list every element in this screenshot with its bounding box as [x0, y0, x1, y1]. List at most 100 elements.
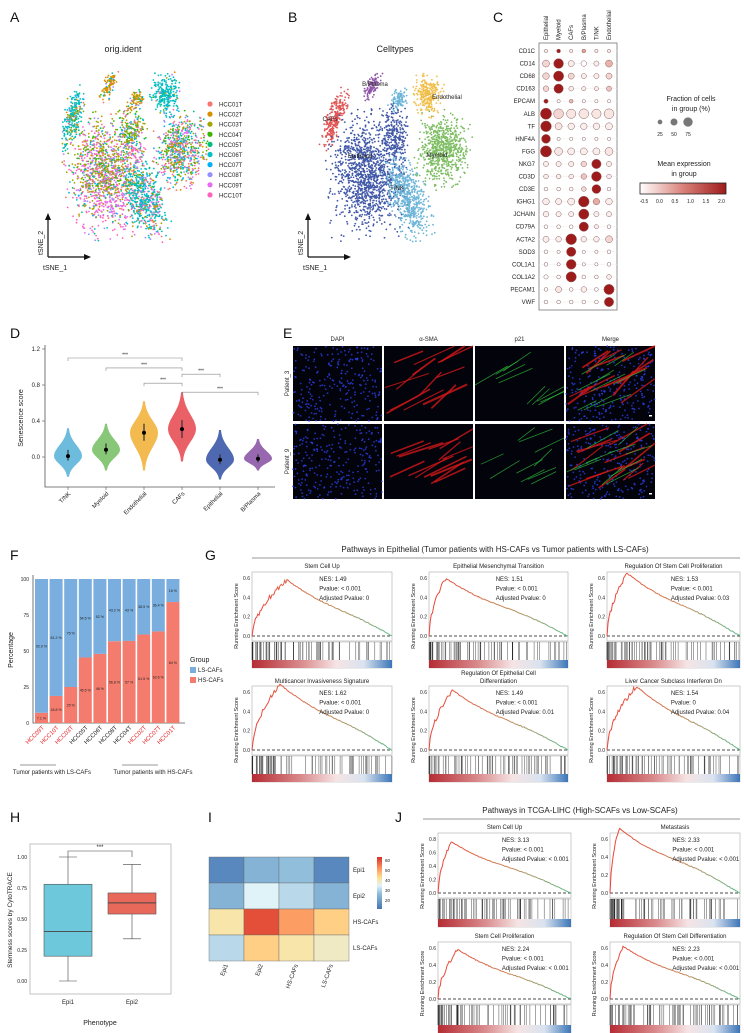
scatter-point: [158, 103, 161, 105]
scatter-point: [160, 230, 163, 233]
scatter-point: [135, 102, 138, 105]
scatter-point: [170, 134, 173, 137]
scatter-point: [357, 179, 360, 181]
scatter-point: [83, 144, 86, 147]
scatter-point: [127, 136, 130, 139]
scatter-point: [201, 156, 204, 159]
scatter-point: [176, 178, 179, 181]
scatter-point: [135, 178, 138, 181]
scatter-point: [103, 165, 106, 167]
scatter-point: [132, 230, 134, 233]
panel-letter: I: [208, 809, 212, 825]
scatter-point: [164, 140, 167, 143]
scatter-point: [109, 137, 112, 140]
scatter-point: [128, 133, 131, 136]
scatter-point: [75, 105, 78, 108]
scatter-point: [205, 142, 208, 145]
scatter-point: [161, 79, 163, 82]
scatter-point: [133, 155, 135, 157]
scatter-point: [162, 153, 165, 156]
scatter-point: [165, 96, 168, 99]
scatter-point: [154, 72, 156, 75]
scatter-point: [95, 159, 97, 161]
scatter-point: [330, 236, 333, 239]
scatter-point: [342, 161, 344, 164]
scatter-point: [323, 143, 325, 146]
scatter-point: [80, 185, 83, 188]
scatter-point: [97, 167, 99, 170]
scatter-point: [376, 176, 378, 179]
scatter-point: [162, 166, 165, 169]
scatter-point: [102, 217, 104, 219]
scatter-point: [164, 95, 167, 97]
scatter-point: [94, 163, 96, 166]
scatter-point: [155, 176, 158, 179]
scatter-point: [113, 185, 115, 187]
scatter-point: [155, 99, 158, 102]
scatter-point: [70, 169, 72, 172]
scatter-point: [75, 197, 78, 199]
scatter-point: [106, 188, 108, 191]
scatter-point: [134, 121, 137, 124]
scatter-point: [351, 205, 353, 208]
scatter-point: [345, 170, 347, 173]
scatter-point: [134, 176, 137, 179]
scatter-point: [152, 207, 155, 210]
scatter-point: [366, 141, 369, 144]
scatter-point: [120, 154, 122, 157]
scatter-point: [119, 170, 121, 173]
scatter-point: [343, 99, 346, 101]
scatter-point: [341, 188, 343, 191]
scatter-point: [176, 137, 179, 140]
scatter-point: [150, 87, 153, 89]
scatter-point: [169, 182, 172, 184]
scatter-point: [98, 145, 100, 148]
scatter-point: [130, 127, 132, 130]
scatter-point: [174, 82, 177, 85]
scatter-point: [159, 91, 161, 93]
scatter-point: [118, 218, 121, 221]
scatter-point: [137, 212, 140, 215]
scatter-point: [155, 202, 158, 205]
scatter-point: [105, 179, 108, 182]
scatter-point: [334, 150, 337, 152]
scatter-point: [178, 174, 181, 177]
scatter-point: [352, 181, 355, 184]
scatter-point: [337, 149, 339, 152]
scatter-point: [74, 172, 77, 175]
scatter-point: [127, 141, 129, 144]
scatter-point: [106, 158, 108, 161]
scatter-point: [91, 184, 94, 187]
scatter-point: [400, 171, 402, 174]
scatter-point: [78, 213, 80, 216]
scatter-point: [106, 215, 109, 217]
scatter-point: [152, 94, 155, 97]
scatter-point: [365, 214, 368, 216]
scatter-point: [401, 148, 403, 151]
scatter-point: [72, 96, 75, 99]
scatter-point: [380, 155, 383, 158]
scatter-point: [150, 227, 153, 230]
scatter-point: [104, 87, 107, 89]
scatter-point: [111, 117, 114, 120]
scatter-point: [144, 203, 147, 205]
scatter-point: [351, 195, 354, 198]
scatter-point: [137, 180, 140, 183]
scatter-point: [169, 128, 172, 131]
scatter-point: [336, 205, 338, 207]
scatter-point: [138, 222, 141, 224]
scatter-point: [350, 139, 353, 141]
scatter-point: [146, 173, 148, 176]
scatter-point: [367, 174, 370, 176]
scatter-point: [144, 215, 147, 218]
scatter-point: [337, 105, 340, 108]
scatter-point: [79, 187, 82, 190]
scatter-point: [135, 104, 137, 107]
scatter-point: [173, 114, 176, 117]
scatter-point: [169, 97, 171, 100]
scatter-point: [104, 157, 107, 160]
scatter-point: [91, 173, 93, 176]
scatter-point: [140, 226, 143, 228]
scatter-point: [69, 137, 72, 140]
scatter-point: [146, 220, 149, 223]
